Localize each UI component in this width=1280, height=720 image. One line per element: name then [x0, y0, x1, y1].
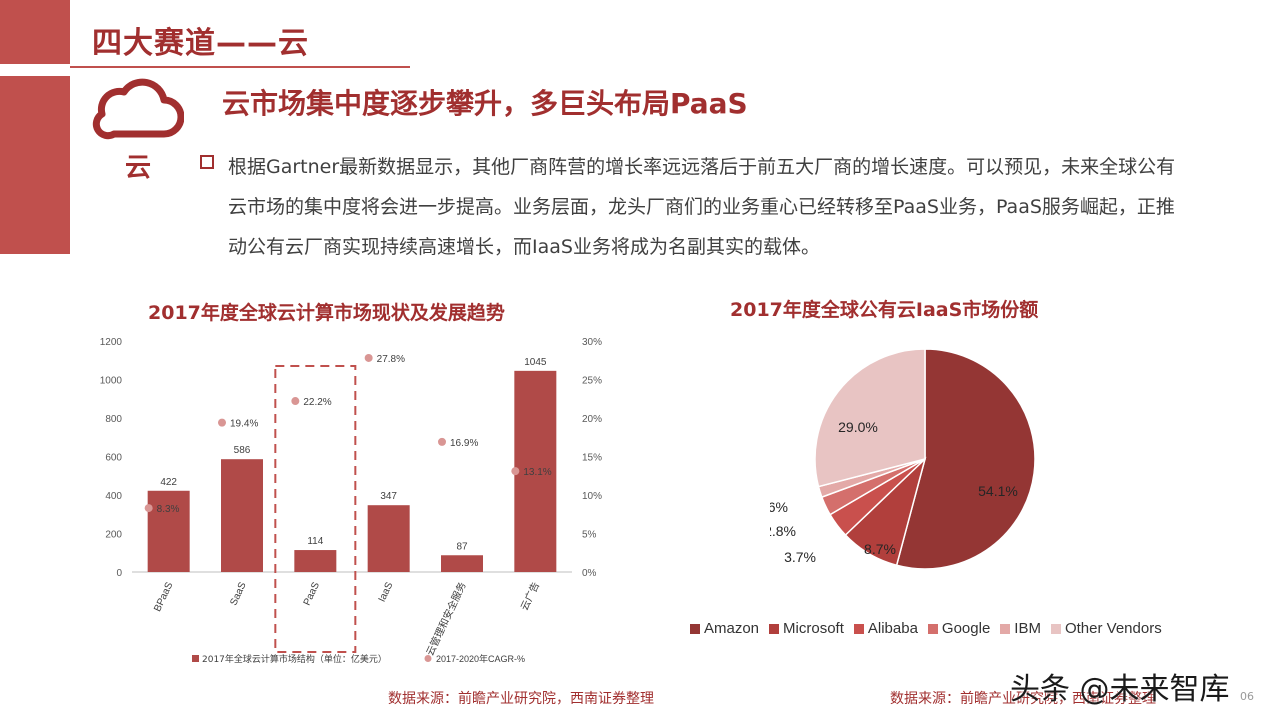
y-left-tick-label: 0 [116, 568, 122, 579]
legend-item: Alibaba [853, 620, 918, 637]
title-underline [70, 66, 410, 68]
cagr-value-label: 16.9% [450, 438, 478, 449]
legend-label: Amazon [704, 620, 760, 637]
cagr-point [438, 437, 446, 446]
bar-value-label: 586 [234, 445, 251, 456]
bar-value-label: 87 [456, 541, 468, 552]
legend-label: Alibaba [867, 620, 918, 637]
watermark: 头条 @未来智库 [1010, 672, 1230, 707]
pie-slice [895, 348, 1036, 570]
y-right-tick-label: 5% [582, 530, 597, 541]
y-right-tick-label: 15% [582, 453, 602, 464]
pie-value-label: 3.7% [784, 549, 816, 565]
cagr-value-label: 8.3% [157, 504, 180, 515]
y-right-tick-label: 30% [582, 337, 602, 348]
bar-chart: 0 200 400 600 800 1000 1200 0% 5% 10% 15% 20% 25% 30%… [100, 337, 602, 665]
legend-label: IBM [1014, 620, 1041, 637]
cagr-point [144, 504, 153, 513]
bar [221, 459, 263, 572]
bar [294, 550, 337, 572]
sidebar-accent-bar [0, 76, 70, 254]
header-accent-bar [0, 0, 70, 64]
legend-swatch [1000, 623, 1011, 634]
legend-item: IBM [1000, 620, 1041, 637]
y-left-tick-label: 1200 [100, 337, 123, 348]
legend-label: Other Vendors [1064, 620, 1162, 637]
source-note-left: 数据来源：前瞻产业研究院，西南证券整理 [388, 691, 654, 707]
bar [147, 490, 190, 572]
page-number: 06 [1240, 690, 1254, 703]
bar [514, 370, 557, 572]
pie-value-label: 29.0% [838, 419, 878, 435]
y-left-tick-label: 400 [105, 491, 122, 502]
y-left-tick-label: 200 [105, 530, 122, 541]
source-note-right: 数据来源：前瞻产业研究院，西南证券整理 [890, 691, 1156, 707]
cagr-point [364, 353, 373, 362]
cagr-point [218, 418, 226, 427]
legend-swatch [690, 623, 700, 634]
sidebar-label: 云 [125, 153, 152, 183]
legend-label: Google [941, 620, 991, 637]
pie-chart: 54.1% 8.7% 3.7% 2.8% 1.6% 29.0% [770, 348, 1036, 570]
cloud-icon [92, 78, 184, 140]
y-right-tick-label: 25% [582, 376, 602, 387]
y-left-tick-label: 600 [105, 453, 122, 464]
legend-item: Microsoft [769, 620, 844, 637]
cagr-point [511, 467, 520, 476]
legend-label-bar: 2017年全球云计算市场结构（单位：亿美元） [202, 653, 387, 665]
pie-slice [814, 348, 926, 488]
page-headline: 云市场集中度逐步攀升，多巨头布局PaaS [222, 87, 748, 120]
bar [441, 555, 483, 572]
cagr-value-label: 13.1% [523, 467, 551, 478]
bar-value-label: 422 [160, 477, 177, 488]
section-title: 四大赛道——云 [92, 26, 309, 61]
bullet-icon [200, 155, 214, 169]
legend-swatch-cagr [424, 655, 432, 662]
pie-value-label: 8.7% [864, 541, 896, 557]
highlight-box [274, 365, 357, 653]
legend-swatch [769, 623, 780, 634]
y-right-tick-label: 20% [582, 414, 602, 425]
cagr-value-label: 19.4% [230, 419, 258, 430]
pie-value-label: 1.6% [770, 499, 788, 515]
cagr-point [291, 397, 300, 406]
pie-value-label: 2.8% [770, 523, 796, 539]
cagr-value-label: 27.8% [377, 354, 405, 365]
legend-swatch [927, 623, 938, 634]
bar-value-label: 1045 [524, 357, 547, 368]
body-paragraph: 根据Gartner最新数据显示，其他厂商阵营的增长率远远落后于前五大厂商的增长速… [228, 156, 1176, 258]
x-category-label: SaaS [228, 580, 248, 607]
legend-swatch [853, 623, 864, 634]
x-category-label: IaaS [377, 580, 396, 604]
pie-chart-title: 2017年度全球公有云IaaS市场份额 [730, 299, 1039, 321]
pie-legend: Amazon Microsoft Alibaba Google IBM Other Ven… [690, 620, 1162, 637]
legend-swatch [1050, 623, 1061, 634]
pie-value-label: 54.1% [978, 483, 1018, 499]
bar-chart-title: 2017年度全球云计算市场现状及发展趋势 [148, 302, 505, 324]
legend-item: Google [927, 620, 991, 637]
legend-item: Other Vendors [1050, 620, 1162, 637]
legend-label-cagr: 2017-2020年CAGR-% [436, 653, 525, 664]
bar-value-label: 347 [380, 491, 397, 502]
y-left-tick-label: 1000 [100, 376, 123, 387]
x-category-label: 云管理和安全服务 [423, 580, 469, 658]
y-left-tick-label: 800 [105, 414, 122, 425]
bar-value-label: 114 [307, 536, 323, 547]
x-category-label: 云广告 [518, 580, 542, 613]
cagr-value-label: 22.2% [303, 397, 331, 408]
legend-item: Amazon [690, 620, 759, 637]
bar [367, 505, 410, 572]
legend-swatch-bar [192, 655, 199, 662]
y-right-tick-label: 0% [582, 568, 597, 579]
y-right-tick-label: 10% [582, 491, 602, 502]
legend-label: Microsoft [783, 620, 844, 637]
x-category-label: BPaaS [152, 580, 175, 613]
x-category-label: PaaS [302, 580, 322, 607]
